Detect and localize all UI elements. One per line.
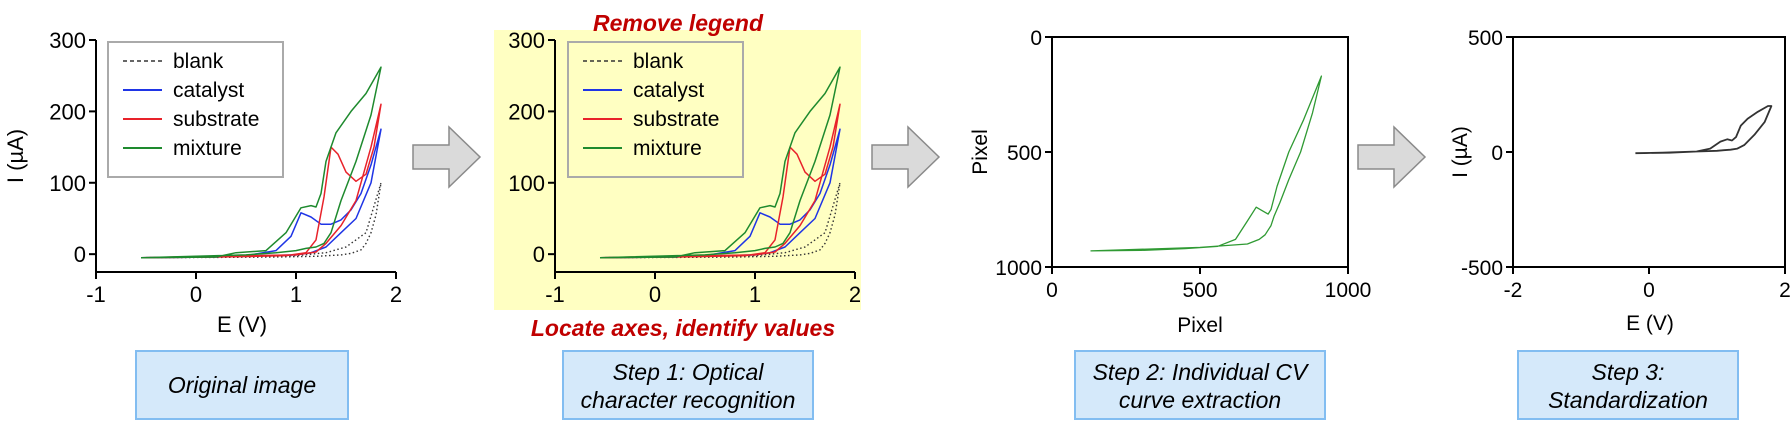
remove-legend-annotation: Remove legend [593, 10, 764, 36]
x-tick-label: -2 [1504, 279, 1523, 302]
arrow-right-icon [1357, 125, 1427, 189]
x-tick-label: 0 [1643, 279, 1655, 302]
caption-box [562, 350, 814, 420]
series-line-mixture [1090, 75, 1323, 252]
x-tick-label: 0 [649, 282, 661, 307]
caption-line: Original image [168, 372, 316, 398]
legend-label: catalyst [633, 79, 704, 102]
legend-label: mixture [173, 137, 242, 160]
legend-label: blank [173, 50, 224, 73]
x-tick-label: 1000 [1325, 279, 1372, 302]
standardized-chart: -2 0 2 -500 0 500 E (V) I (µA) [1449, 27, 1790, 335]
y-tick-label: 100 [49, 171, 86, 196]
y-axis-label: I (µA) [3, 129, 28, 183]
caption-original: Original image [135, 350, 349, 420]
x-tick-label: 0 [190, 282, 202, 307]
x-tick-label: 2 [1779, 279, 1790, 302]
x-tick-label: 1 [290, 282, 302, 307]
y-tick-label: 300 [508, 28, 545, 53]
series-group [1090, 75, 1323, 252]
caption-step2: Step 2: Individual CV curve extraction [1074, 350, 1326, 420]
legend-label: blank [633, 50, 684, 73]
caption-step1: Step 1: Optical character recognition [562, 350, 814, 420]
caption-box [1074, 350, 1326, 420]
legend-label: mixture [633, 137, 702, 160]
caption-step3: Step 3: Standardization [1517, 350, 1739, 420]
series-group [1635, 105, 1773, 155]
x-tick-label: 0 [1046, 279, 1058, 302]
caption-line: Standardization [1548, 387, 1708, 413]
caption-box [135, 350, 349, 420]
y-tick-label: 100 [508, 171, 545, 196]
series-line-mixture [599, 66, 841, 259]
x-tick-label: -1 [545, 282, 565, 307]
caption-line: Step 3: [1592, 359, 1665, 385]
legend-label: catalyst [173, 79, 244, 102]
y-tick-label: 0 [533, 242, 545, 267]
legend-frame [107, 41, 284, 178]
series-group [599, 66, 841, 259]
y-tick-label: 200 [508, 99, 545, 124]
plot-frame [1051, 36, 1349, 268]
y-tick-label: 1000 [995, 257, 1042, 280]
caption-line: Step 2: Individual CV [1093, 359, 1310, 385]
y-tick-label: -500 [1461, 257, 1503, 280]
series-line-mixture [140, 66, 382, 259]
y-tick-label: 0 [1491, 142, 1503, 165]
caption-line: character recognition [581, 387, 796, 413]
y-axis-label: Pixel [969, 129, 992, 175]
series-line-blank [599, 182, 841, 259]
y-tick-label: 0 [74, 242, 86, 267]
legend-label: substrate [633, 108, 719, 131]
legend-label: substrate [173, 108, 259, 131]
series-group [140, 66, 382, 259]
caption-line: curve extraction [1119, 387, 1281, 413]
arrow-right-icon [871, 125, 941, 189]
series-line-substrate [140, 103, 382, 259]
x-axis-label: Pixel [1177, 314, 1223, 337]
arrow-right-icon [412, 125, 482, 189]
y-tick-label: 300 [49, 28, 86, 53]
y-tick-label: 0 [1030, 27, 1042, 50]
x-tick-label: 2 [390, 282, 402, 307]
x-tick-label: 1 [749, 282, 761, 307]
plot-frame [1512, 36, 1786, 268]
y-tick-label: 200 [49, 99, 86, 124]
series-line-blank [140, 182, 382, 259]
series-line-mixture [1635, 105, 1773, 155]
x-tick-label: 500 [1182, 279, 1217, 302]
locate-axes-annotation: Locate axes, identify values [531, 315, 835, 341]
x-axis-label: E (V) [1626, 312, 1674, 335]
y-tick-label: 500 [1468, 27, 1503, 50]
y-axis-label: I (µA) [1449, 126, 1472, 178]
caption-line: Step 1: Optical [613, 359, 765, 385]
y-tick-label: 500 [1007, 142, 1042, 165]
caption-box [1517, 350, 1739, 420]
series-line-substrate [599, 103, 841, 259]
ocr-legend: blank catalyst substrate mixture [567, 41, 744, 178]
x-tick-label: -1 [86, 282, 106, 307]
x-tick-label: 2 [849, 282, 861, 307]
legend-frame [567, 41, 744, 178]
x-axis-label: E (V) [217, 312, 267, 337]
original-legend: blank catalyst substrate mixture [107, 41, 284, 178]
